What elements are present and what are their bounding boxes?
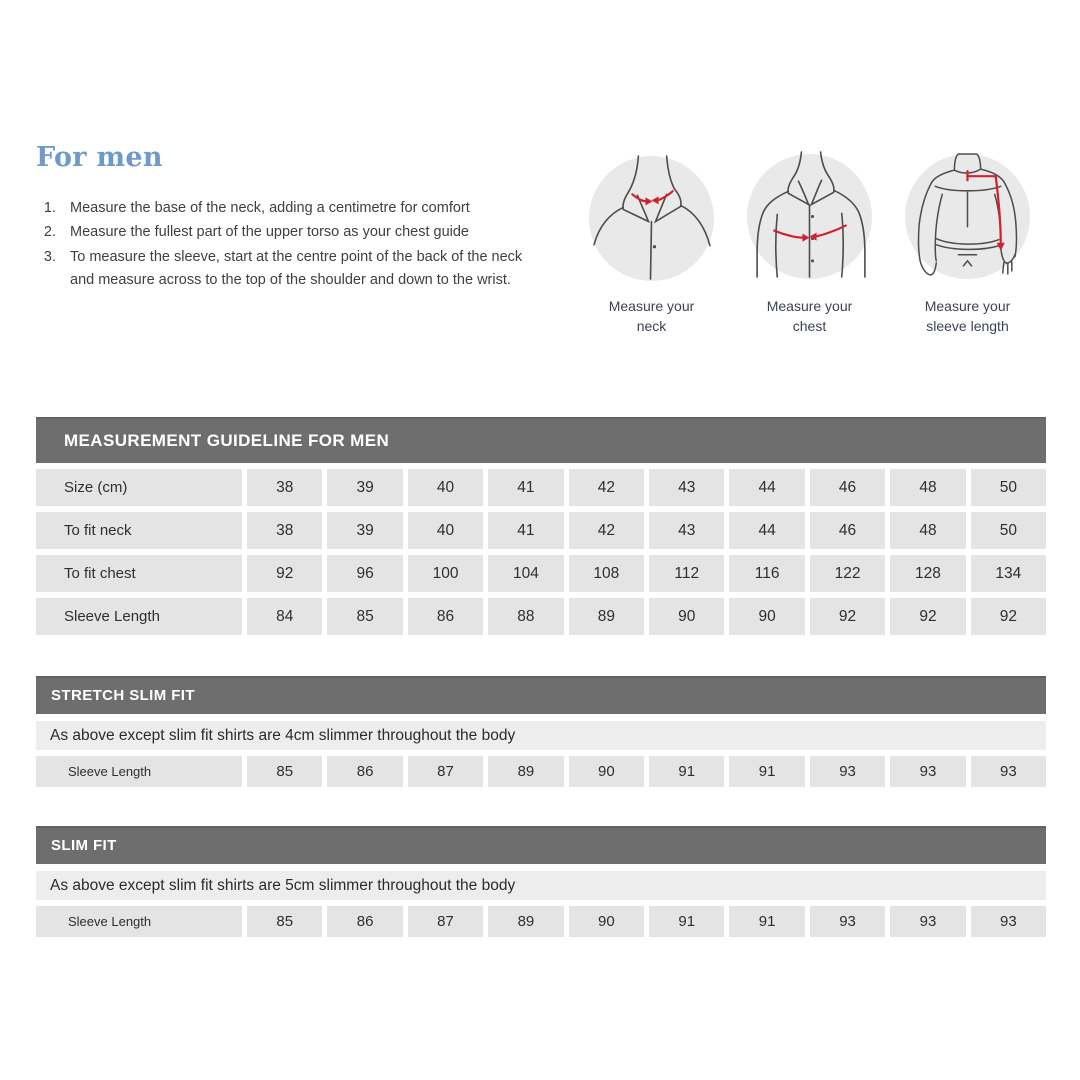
value-cell: 90 xyxy=(568,756,645,787)
table-row: Sleeve Length 85 86 87 89 90 91 91 93 93 93 xyxy=(36,906,1047,937)
value-cell: 96 xyxy=(327,555,403,592)
value-cell: 85 xyxy=(327,598,403,635)
value-cell: 134 xyxy=(970,555,1047,592)
value-cell: 93 xyxy=(970,756,1047,787)
value-cell: 48 xyxy=(890,512,966,549)
value-cell: 39 xyxy=(327,469,403,506)
value-cell: 108 xyxy=(568,555,645,592)
value-cell: 84 xyxy=(247,598,323,635)
instruction-item: Measure the fullest part of the upper to… xyxy=(60,221,541,244)
value-cell: 50 xyxy=(970,469,1047,506)
value-cell: 39 xyxy=(327,512,403,549)
value-cell: 91 xyxy=(729,906,805,937)
value-cell: 116 xyxy=(729,555,805,592)
slim-fit-title: SLIM FIT xyxy=(36,826,1046,864)
stretch-slim-fit-title: STRETCH SLIM FIT xyxy=(36,676,1046,714)
row-label: Sleeve Length xyxy=(36,756,242,787)
value-cell: 93 xyxy=(809,906,886,937)
value-cell: 85 xyxy=(247,906,323,937)
stretch-slim-fit-note: As above except slim fit shirts are 4cm … xyxy=(36,721,1046,750)
figure-measure-sleeve: Measure your sleeve length xyxy=(901,150,1034,337)
value-cell: 41 xyxy=(488,469,564,506)
table-row: Size (cm) 38 39 40 41 42 43 44 46 48 50 xyxy=(36,469,1047,506)
value-cell: 122 xyxy=(809,555,886,592)
table-row: Sleeve Length 85 86 87 89 90 91 91 93 93 93 xyxy=(36,756,1047,787)
value-cell: 92 xyxy=(247,555,323,592)
value-cell: 38 xyxy=(247,469,323,506)
value-cell: 43 xyxy=(649,512,725,549)
value-cell: 50 xyxy=(970,512,1047,549)
value-cell: 42 xyxy=(568,469,645,506)
value-cell: 44 xyxy=(729,469,805,506)
value-cell: 87 xyxy=(407,906,484,937)
value-cell: 92 xyxy=(970,598,1047,635)
figure-caption: Measure your sleeve length xyxy=(924,298,1011,334)
shirt-chest-icon xyxy=(747,151,872,279)
page-title: For men xyxy=(36,142,163,173)
measurement-table-title: MEASUREMENT GUIDELINE FOR MEN xyxy=(36,417,1046,463)
value-cell: 91 xyxy=(729,756,805,787)
value-cell: 93 xyxy=(809,756,886,787)
shirt-neck-icon xyxy=(589,155,714,281)
value-cell: 86 xyxy=(327,906,403,937)
row-label: Sleeve Length xyxy=(36,906,242,937)
value-cell: 93 xyxy=(970,906,1047,937)
value-cell: 86 xyxy=(327,756,403,787)
value-cell: 42 xyxy=(568,512,645,549)
value-cell: 86 xyxy=(407,598,484,635)
figure-measure-chest: Measure your chest xyxy=(743,150,876,337)
value-cell: 48 xyxy=(890,469,966,506)
value-cell: 46 xyxy=(809,512,886,549)
value-cell: 46 xyxy=(809,469,886,506)
instruction-list: Measure the base of the neck, adding a c… xyxy=(36,197,541,293)
figures-section: Measure your neck xyxy=(585,150,1034,337)
value-cell: 41 xyxy=(488,512,564,549)
value-cell: 88 xyxy=(488,598,564,635)
value-cell: 90 xyxy=(729,598,805,635)
slim-fit-note: As above except slim fit shirts are 5cm … xyxy=(36,871,1046,900)
intro-section: For men Measure the base of the neck, ad… xyxy=(36,142,541,294)
value-cell: 89 xyxy=(488,906,564,937)
value-cell: 44 xyxy=(729,512,805,549)
table-row: To fit neck 38 39 40 41 42 43 44 46 48 50 xyxy=(36,512,1047,549)
value-cell: 91 xyxy=(649,756,725,787)
measurement-table-rows: Size (cm) 38 39 40 41 42 43 44 46 48 50 To fit neck… xyxy=(36,469,1047,635)
table-row: To fit chest 92 96 100 104 108 112 116 122 128 134 xyxy=(36,555,1047,592)
value-cell: 40 xyxy=(407,469,484,506)
figure-caption: Measure your neck xyxy=(608,298,695,334)
slim-fit-rows: Sleeve Length 85 86 87 89 90 91 91 93 93 93 xyxy=(36,906,1047,937)
value-cell: 93 xyxy=(890,756,966,787)
value-cell: 128 xyxy=(890,555,966,592)
stretch-slim-fit-rows: Sleeve Length 85 86 87 89 90 91 91 93 93 93 xyxy=(36,756,1047,787)
value-cell: 90 xyxy=(568,906,645,937)
table-row: Sleeve Length 84 85 86 88 89 90 90 92 92 92 xyxy=(36,598,1047,635)
value-cell: 38 xyxy=(247,512,323,549)
instruction-item: To measure the sleeve, start at the cent… xyxy=(60,246,541,293)
value-cell: 91 xyxy=(649,906,725,937)
value-cell: 90 xyxy=(649,598,725,635)
value-cell: 100 xyxy=(407,555,484,592)
stretch-slim-fit-section: STRETCH SLIM FIT As above except slim fi… xyxy=(36,676,1047,787)
value-cell: 89 xyxy=(488,756,564,787)
value-cell: 92 xyxy=(809,598,886,635)
figure-caption: Measure your chest xyxy=(766,298,853,334)
instruction-item: Measure the base of the neck, adding a c… xyxy=(60,197,541,220)
value-cell: 43 xyxy=(649,469,725,506)
value-cell: 89 xyxy=(568,598,645,635)
value-cell: 87 xyxy=(407,756,484,787)
value-cell: 92 xyxy=(890,598,966,635)
value-cell: 40 xyxy=(407,512,484,549)
measurement-table: MEASUREMENT GUIDELINE FOR MEN Size (cm) 3… xyxy=(36,417,1047,635)
slim-fit-section: SLIM FIT As above except slim fit shirts… xyxy=(36,826,1047,937)
value-cell: 85 xyxy=(247,756,323,787)
row-label: Size (cm) xyxy=(36,469,242,506)
row-label: Sleeve Length xyxy=(36,598,242,635)
row-label: To fit chest xyxy=(36,555,242,592)
value-cell: 93 xyxy=(890,906,966,937)
figure-measure-neck: Measure your neck xyxy=(585,150,718,337)
row-label: To fit neck xyxy=(36,512,242,549)
value-cell: 112 xyxy=(649,555,725,592)
value-cell: 104 xyxy=(488,555,564,592)
shirt-sleeve-icon xyxy=(905,153,1030,279)
